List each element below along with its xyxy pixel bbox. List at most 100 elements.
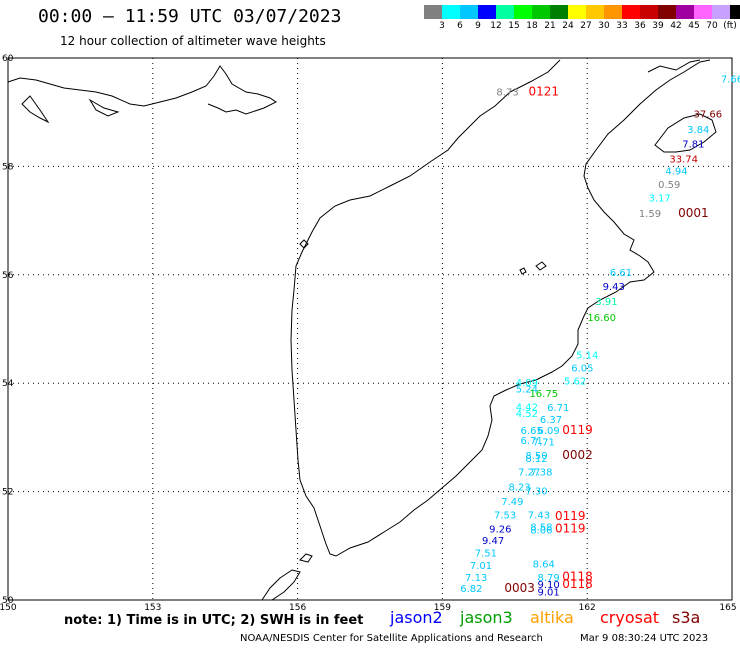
wave-height-label: 8.64 bbox=[533, 559, 555, 570]
wave-height-label: 8.50 bbox=[525, 451, 547, 462]
altimeter-observations: 8.73 0121 7.66 37.66 3.84 7.81 33.744.94 0.59 3.… bbox=[460, 74, 740, 598]
legend-label: 45 bbox=[688, 21, 700, 31]
wave-height-label: 6.61 bbox=[610, 268, 632, 279]
wave-height-label: 7.71 bbox=[533, 438, 555, 449]
legend-swatch bbox=[424, 5, 442, 19]
legend-label: 6 bbox=[457, 21, 463, 31]
wave-height-label: 9.01 bbox=[537, 588, 559, 599]
pass-id-label: 0121 bbox=[528, 84, 559, 98]
legend-label: 33 bbox=[616, 21, 628, 31]
wave-height-label: 8.58 bbox=[530, 523, 552, 534]
wave-height-label: 16.60 bbox=[587, 313, 616, 324]
credit-line: NOAA/NESDIS Center for Satellite Applica… bbox=[240, 633, 543, 644]
wave-height-label: 3.84 bbox=[687, 125, 709, 136]
wave-height-label: 6.05 bbox=[571, 363, 593, 374]
legend-label: 18 bbox=[526, 21, 538, 31]
legend-swatch bbox=[514, 5, 532, 19]
pass-id-label: 0119 bbox=[555, 509, 586, 523]
wave-height-label: 7.43 bbox=[528, 511, 550, 522]
wave-height-label: 7.81 bbox=[682, 139, 704, 150]
legend-label: 70 bbox=[706, 21, 718, 31]
wave-height-label: 3.17 bbox=[648, 194, 670, 205]
legend-swatch bbox=[478, 5, 496, 19]
pass-id-label: 0002 bbox=[562, 448, 593, 462]
legend-swatch bbox=[550, 5, 568, 19]
legend-swatch bbox=[568, 5, 586, 19]
wave-height-label: 7.13 bbox=[465, 573, 487, 584]
pass-id-label: 0118 bbox=[562, 577, 593, 591]
pass-id-label: 0003 bbox=[504, 581, 535, 595]
pass-id-label: 0119 bbox=[555, 521, 586, 535]
kamchatka-coastline bbox=[290, 59, 711, 557]
wave-height-label: 3.91 bbox=[595, 297, 617, 308]
wave-height-label: 7.01 bbox=[470, 561, 492, 572]
wave-height-label: 6.71 bbox=[547, 403, 569, 414]
wave-height-label: 7.53 bbox=[494, 511, 516, 522]
pass-id-label: 0119 bbox=[562, 423, 593, 437]
legend-swatch bbox=[532, 5, 550, 19]
longitude-label: 156 bbox=[289, 603, 306, 613]
legend-swatch bbox=[496, 5, 514, 19]
wave-height-label: 8.79 bbox=[537, 573, 559, 584]
legend-label: 21 bbox=[544, 21, 556, 31]
wave-height-label: 6.09 bbox=[537, 426, 559, 437]
wave-height-label: 4.94 bbox=[665, 167, 687, 178]
latitude-label: 58 bbox=[2, 162, 14, 172]
wave-height-label: 33.74 bbox=[669, 155, 698, 166]
wave-height-label: 5.24 bbox=[516, 384, 538, 395]
legend-swatch bbox=[460, 5, 478, 19]
wave-height-label: 4.42 bbox=[516, 402, 538, 413]
legend-swatch bbox=[604, 5, 622, 19]
latitude-label: 50 bbox=[2, 596, 14, 606]
wave-height-label: 9.10 bbox=[537, 580, 559, 591]
satellite-jason2: jason2 bbox=[390, 608, 443, 627]
latitude-label: 52 bbox=[2, 488, 13, 498]
satellite-jason3: jason3 bbox=[460, 608, 513, 627]
legend-label: 12 bbox=[490, 21, 502, 31]
legend-swatch bbox=[658, 5, 676, 19]
wave-height-label: 1.59 bbox=[639, 209, 661, 220]
latitude-label: 54 bbox=[2, 379, 14, 389]
legend-label: 15 bbox=[508, 21, 520, 31]
longitude-label: 162 bbox=[579, 603, 596, 613]
wave-height-label: 6.65 bbox=[521, 426, 543, 437]
north-coast bbox=[647, 59, 701, 73]
wave-height-label: 7.66 bbox=[721, 74, 740, 85]
legend-swatch bbox=[640, 5, 658, 19]
axis-labels: 150 153 156 159 162 165 60 58 56 54 52 50 bbox=[0, 54, 737, 613]
wave-height-label: 6.37 bbox=[540, 415, 562, 426]
coastline bbox=[7, 59, 717, 601]
legend-label: 42 bbox=[670, 21, 682, 31]
wave-height-label: 4.09 bbox=[516, 378, 538, 389]
wave-height-label: 7.51 bbox=[475, 549, 497, 560]
bay-inlet bbox=[88, 98, 120, 117]
legend-label: 3 bbox=[439, 21, 445, 31]
small-island-a bbox=[535, 261, 547, 271]
okhotsk-north-coast bbox=[7, 65, 277, 115]
legend-swatch bbox=[694, 5, 712, 19]
satellite-altika: altika bbox=[530, 608, 574, 627]
wave-height-label: 5.62 bbox=[564, 376, 586, 387]
karaginsky-island bbox=[654, 113, 717, 153]
small-island-b bbox=[519, 267, 527, 275]
wave-height-label: 7.49 bbox=[501, 497, 523, 508]
wave-height-label: 0.59 bbox=[658, 180, 680, 191]
units-note: note: 1) Time is in UTC; 2) SWH is in fe… bbox=[64, 613, 364, 628]
legend-label: 30 bbox=[598, 21, 610, 31]
wave-height-label: 9.26 bbox=[489, 524, 511, 535]
kuril-island-2 bbox=[299, 553, 313, 563]
legend-swatch bbox=[676, 5, 694, 19]
legend-swatch bbox=[622, 5, 640, 19]
wave-height-label: 5.14 bbox=[576, 350, 598, 361]
legend-label: 39 bbox=[652, 21, 664, 31]
pass-id-label: 0001 bbox=[678, 206, 709, 220]
color-scale-labels: 3 6 9 12 15 18 21 24 27 30 33 36 39 42 45 70 (ft) bbox=[424, 21, 740, 33]
legend-label: 27 bbox=[580, 21, 592, 31]
wave-height-label: 8.06 bbox=[530, 525, 552, 536]
longitude-label: 153 bbox=[144, 603, 161, 613]
small-island-c bbox=[299, 239, 309, 249]
peninsula-west bbox=[21, 95, 50, 124]
wave-height-label: 6.71 bbox=[521, 436, 543, 447]
wave-height-label: 9.47 bbox=[482, 536, 504, 547]
